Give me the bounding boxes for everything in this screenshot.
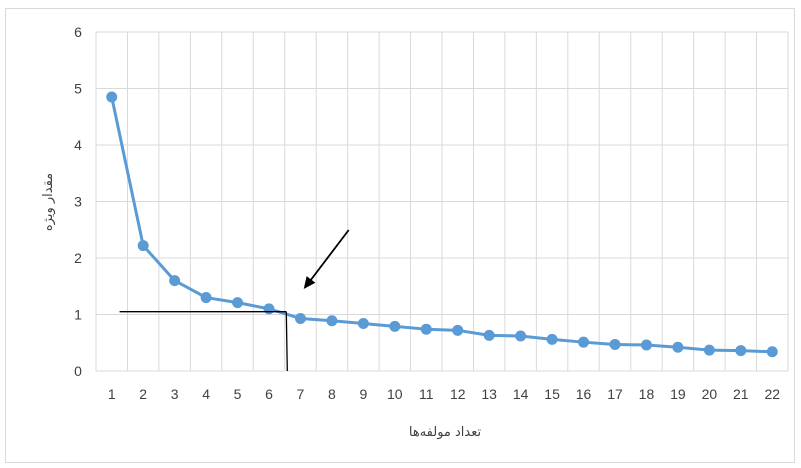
x-tick-label: 13 [481,386,497,402]
data-point [420,323,432,335]
y-tick-label: 0 [74,363,82,379]
data-point [169,275,181,287]
y-tick-label: 3 [74,194,82,210]
x-tick-label: 15 [544,386,560,402]
x-tick-label: 11 [419,386,434,402]
data-point [263,303,275,315]
arrow-shaft [307,229,350,285]
annotations [119,229,350,372]
x-tick-label: 2 [139,386,147,402]
data-point [483,329,495,341]
data-point [515,330,527,342]
grid-lines [95,31,789,372]
data-point [294,312,306,324]
x-tick-label: 1 [108,386,116,402]
data-point [389,320,401,332]
data-point [578,336,590,348]
y-tick-label: 4 [74,137,82,153]
data-point [672,341,684,353]
x-tick-label: 14 [513,386,529,402]
y-tick-label: 2 [74,250,82,266]
data-point [357,318,369,330]
x-tick-label: 5 [234,386,242,402]
x-tick-label: 10 [387,386,403,402]
chart-frame [5,8,795,463]
arrow-head [303,276,316,289]
x-tick-label: 22 [764,386,780,402]
y-tick-label: 1 [74,307,82,323]
x-tick-label: 6 [265,386,273,402]
data-point [766,346,778,358]
data-point [735,345,747,357]
y-tick-label: 6 [74,24,82,40]
data-point [640,339,652,351]
data-point [326,315,338,327]
y-axis-ticks: 0 1 2 3 4 5 6 [74,24,82,379]
x-tick-label: 18 [639,386,655,402]
x-tick-label: 9 [359,386,367,402]
series-line [110,96,773,354]
data-point [452,324,464,336]
x-tick-label: 20 [702,386,718,402]
x-tick-label: 7 [297,386,305,402]
x-axis-title: تعداد مولفه‌ها [409,425,482,440]
x-tick-label: 8 [328,386,336,402]
x-tick-label: 21 [733,386,749,402]
x-tick-label: 3 [171,386,179,402]
data-point [137,240,149,252]
x-tick-label: 16 [576,386,592,402]
x-tick-label: 17 [607,386,623,402]
y-tick-label: 5 [74,81,82,97]
data-point [200,292,212,304]
data-point [232,297,244,309]
x-tick-label: 12 [450,386,466,402]
data-point [609,338,621,350]
y-axis-title: مقدار ویژه [41,173,56,231]
data-point [703,344,715,356]
data-point [546,333,558,345]
data-point [106,91,118,103]
x-tick-label: 4 [202,386,210,402]
x-tick-label: 19 [670,386,686,402]
x-axis-ticks: 1 2 3 4 5 6 7 8 9 10 11 12 13 14 15 16 17 18 19 20 21 22 [108,386,780,402]
cutoff-vertical-line [285,311,288,372]
